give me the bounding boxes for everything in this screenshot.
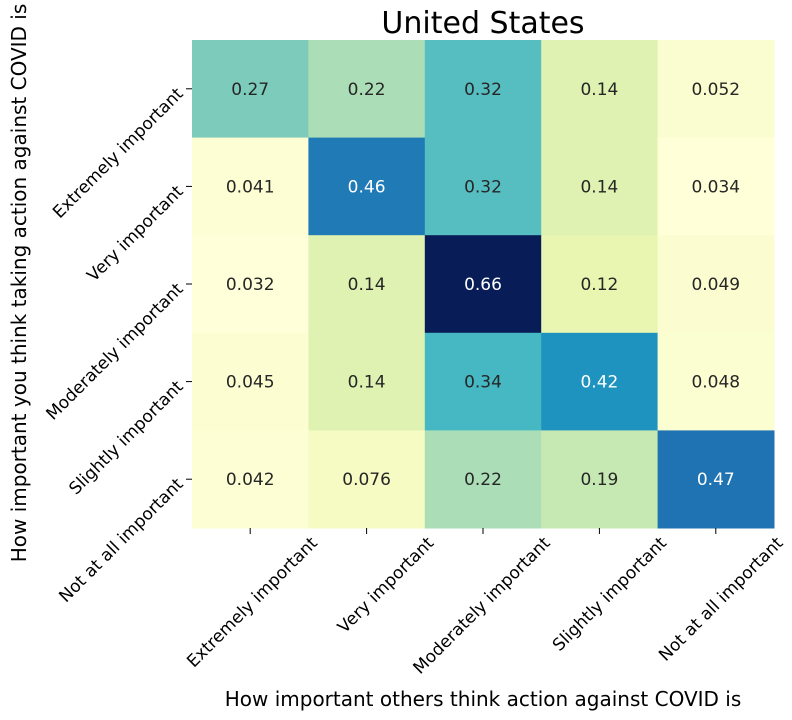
cell-value-label: 0.041: [226, 177, 275, 197]
cell-value-label: 0.052: [691, 80, 740, 100]
x-tick-label: Not at all important: [655, 533, 787, 665]
cell-value-label: 0.32: [464, 177, 502, 197]
cell-value-label: 0.22: [348, 80, 386, 100]
heatmap-cell: [424, 430, 542, 529]
y-axis-label: How important you think taking action ag…: [7, 4, 31, 563]
cell-value-label: 0.048: [691, 373, 740, 393]
heatmap-cell: [424, 137, 542, 236]
x-tick-label: Slightly important: [549, 533, 671, 655]
cell-value-label: 0.46: [348, 177, 386, 197]
heatmap-cell: [657, 235, 775, 334]
heatmap-cell: [192, 137, 309, 236]
cell-value-label: 0.076: [342, 470, 391, 490]
x-tick-label: Very important: [334, 533, 438, 637]
y-tick-label: Very important: [83, 182, 187, 286]
heatmap-cell: [308, 40, 426, 139]
x-tick-label: Extremely important: [183, 533, 322, 672]
heatmap-cell: [424, 40, 542, 139]
heatmap-cell: [541, 430, 659, 529]
cell-value-label: 0.045: [226, 373, 275, 393]
cell-value-label: 0.14: [348, 275, 386, 295]
cell-value-label: 0.27: [231, 80, 269, 100]
heatmap-cell: [541, 332, 659, 431]
heatmap-cell: [192, 430, 309, 529]
cell-value-label: 0.034: [691, 177, 740, 197]
x-axis-label: How important others think action agains…: [225, 687, 742, 711]
heatmap-cell: [657, 332, 775, 431]
cell-value-label: 0.34: [464, 373, 502, 393]
cell-value-label: 0.42: [580, 373, 618, 393]
cell-value-label: 0.14: [348, 373, 386, 393]
x-tick-label: Moderately important: [410, 533, 555, 678]
heatmap-cell: [657, 40, 775, 139]
cell-value-label: 0.19: [580, 470, 618, 490]
cell-value-label: 0.14: [580, 177, 618, 197]
cell-value-label: 0.32: [464, 80, 502, 100]
heatmap-cell: [541, 40, 659, 139]
cell-value-label: 0.049: [691, 275, 740, 295]
heatmap-cell: [308, 332, 426, 431]
heatmap-cell: [308, 235, 426, 334]
heatmap-cell: [308, 137, 426, 236]
cell-value-label: 0.47: [697, 470, 735, 490]
heatmap-cell: [192, 40, 309, 139]
x-axis-ticks: Extremely important Very importantModerat…: [183, 528, 788, 678]
heatmap-cell: [192, 332, 309, 431]
cell-value-label: 0.66: [464, 275, 502, 295]
heatmap-cell: [192, 235, 309, 334]
cell-value-label: 0.12: [580, 275, 618, 295]
heatmap-cell: [657, 137, 775, 236]
heatmap-cell: [308, 430, 426, 529]
cell-value-label: 0.14: [580, 80, 618, 100]
heatmap-cell: [541, 235, 659, 334]
heatmap-cell: [424, 332, 542, 431]
heatmap-cell: [541, 137, 659, 236]
chart-title: United States: [381, 6, 584, 41]
cell-value-label: 0.042: [226, 470, 275, 490]
cell-value-label: 0.22: [464, 470, 502, 490]
heatmap-cell: [424, 235, 542, 334]
heatmap-cells: 0.27 0.22 0.32 0.14 0.052 0.041 0.46 0.32 0.14 0.…: [192, 40, 775, 529]
heatmap-cell: [657, 430, 775, 529]
cell-value-label: 0.032: [226, 275, 275, 295]
